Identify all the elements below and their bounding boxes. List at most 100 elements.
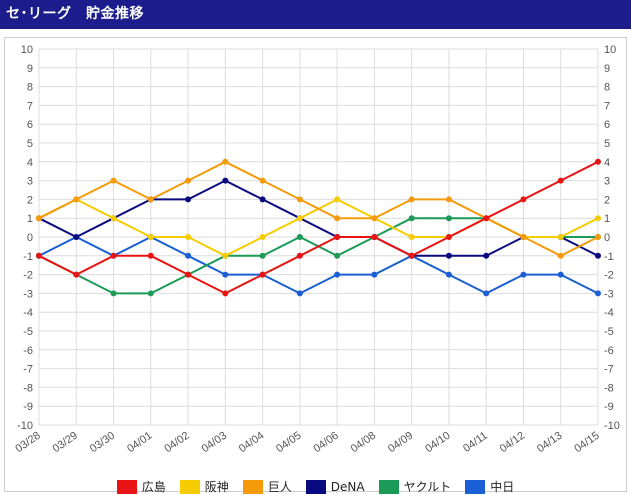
y-tick-label-right: 9 — [604, 63, 610, 75]
legend-item[interactable]: ヤクルト — [378, 478, 452, 495]
data-point — [259, 196, 266, 203]
legend-label: ヤクルト — [403, 480, 452, 494]
legend-label: 巨人 — [267, 480, 292, 494]
data-point — [222, 271, 229, 278]
data-point — [259, 177, 266, 184]
chart-legend: 広島 阪神 巨人 DeNA ヤクルト 中日 — [0, 478, 631, 495]
data-point — [595, 252, 601, 259]
y-tick-label-left: -9 — [23, 401, 33, 413]
y-tick-label-right: 3 — [604, 176, 610, 188]
data-point — [520, 271, 527, 278]
y-tick-label-left: -10 — [17, 420, 33, 432]
legend-item[interactable]: 巨人 — [242, 478, 292, 495]
legend-label: 阪神 — [204, 480, 229, 494]
data-point — [259, 271, 266, 278]
y-tick-label-left: -7 — [23, 364, 33, 376]
data-point — [334, 215, 341, 222]
x-tick-label: 04/15 — [572, 430, 601, 456]
x-tick-label: 04/04 — [237, 430, 266, 456]
y-tick-label-right: 7 — [604, 100, 610, 112]
data-point — [222, 177, 229, 184]
x-tick-label: 04/05 — [274, 430, 303, 456]
data-point — [147, 234, 154, 240]
legend-item[interactable]: 中日 — [465, 478, 514, 495]
data-point — [185, 196, 192, 203]
data-point — [259, 234, 266, 240]
y-tick-label-right: -4 — [604, 307, 614, 319]
legend-swatch — [378, 479, 399, 494]
legend-item[interactable]: 広島 — [116, 478, 166, 495]
x-tick-label: 04/10 — [423, 430, 452, 456]
data-point — [259, 252, 266, 259]
y-tick-label-left: 1 — [27, 213, 33, 225]
series-line-2 — [38, 179, 599, 257]
x-tick-label: 03/28 — [13, 430, 42, 456]
data-point — [483, 290, 490, 297]
data-point — [483, 215, 490, 222]
y-tick-label-right: -2 — [604, 270, 614, 282]
data-point — [296, 215, 303, 222]
legend-item[interactable]: 阪神 — [179, 478, 229, 495]
data-point — [110, 177, 117, 184]
legend-swatch — [242, 479, 263, 494]
data-point — [222, 252, 229, 259]
y-tick-label-right: -5 — [604, 326, 614, 338]
legend-label: DeNA — [330, 479, 365, 494]
y-tick-label-left: -5 — [23, 326, 33, 338]
y-tick-label-left: 4 — [27, 157, 33, 169]
y-tick-label-right: -9 — [604, 401, 614, 413]
data-point — [557, 252, 564, 259]
data-point — [222, 158, 229, 165]
data-point — [445, 196, 452, 203]
y-tick-label-left: 5 — [27, 138, 33, 150]
y-tick-label-right: 5 — [604, 138, 610, 150]
y-tick-label-right: 1 — [604, 213, 610, 225]
y-tick-label-right: -6 — [604, 345, 614, 357]
data-point — [408, 252, 415, 259]
data-point — [185, 252, 192, 259]
y-tick-label-left: -1 — [23, 251, 33, 263]
data-point — [595, 234, 601, 240]
data-point — [595, 215, 601, 222]
x-tick-label: 04/12 — [498, 430, 527, 456]
data-point — [296, 252, 303, 259]
data-point — [296, 196, 303, 203]
data-point — [557, 271, 564, 278]
y-tick-label-left: -6 — [23, 345, 33, 357]
y-tick-label-left: -4 — [23, 307, 33, 319]
y-tick-label-left: 7 — [27, 100, 33, 112]
data-point — [445, 271, 452, 278]
data-point — [296, 234, 303, 240]
data-point — [147, 196, 154, 203]
series-line-0 — [38, 236, 599, 295]
legend-swatch — [305, 479, 326, 494]
y-tick-label-right: -7 — [604, 364, 614, 376]
data-point — [222, 290, 229, 297]
data-point — [371, 271, 378, 278]
data-point — [408, 234, 415, 240]
data-point — [557, 177, 564, 184]
y-tick-label-right: 8 — [604, 82, 610, 94]
x-tick-label: 04/06 — [311, 430, 340, 456]
data-point — [334, 234, 341, 240]
legend-label: 広島 — [141, 480, 166, 494]
y-tick-label-left: 0 — [27, 232, 33, 244]
x-tick-label: 04/02 — [162, 430, 191, 456]
y-tick-label-left: -3 — [23, 288, 33, 300]
data-point — [520, 234, 527, 240]
data-point — [334, 271, 341, 278]
y-tick-label-right: -8 — [604, 382, 614, 394]
y-tick-label-left: -2 — [23, 270, 33, 282]
x-tick-label: 04/08 — [349, 430, 378, 456]
data-point — [110, 252, 117, 259]
data-point — [595, 158, 601, 165]
y-tick-label-left: 8 — [27, 82, 33, 94]
chart-panel: 10 10 9 9 8 8 7 7 6 6 5 5 4 4 3 3 2 2 1 1 0 0 -1 -1 -2 -2 -3 -3 -4 -4… — [4, 37, 627, 492]
data-point — [110, 290, 117, 297]
data-point — [408, 196, 415, 203]
legend-swatch — [179, 479, 200, 494]
series-line-4 — [38, 160, 599, 257]
y-tick-label-right: 0 — [604, 232, 610, 244]
data-point — [408, 215, 415, 222]
legend-item[interactable]: DeNA — [305, 479, 365, 494]
